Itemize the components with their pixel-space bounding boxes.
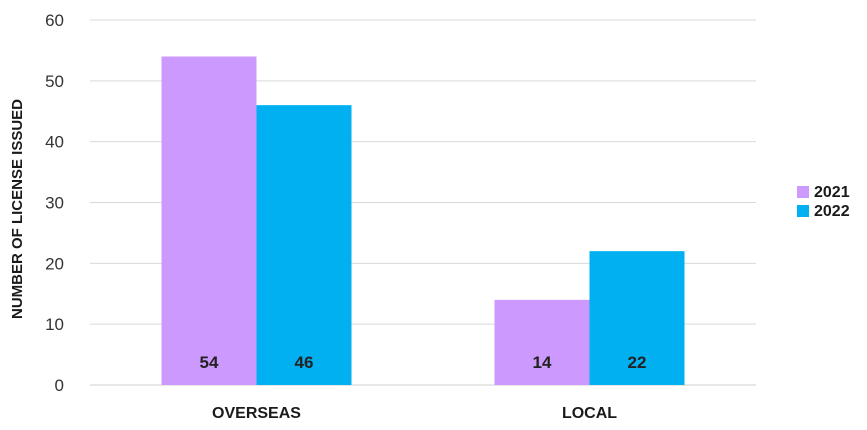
legend-label-2022: 2022 — [814, 203, 850, 220]
y-tick-label: 30 — [45, 194, 64, 213]
x-axis-categories: OVERSEAS LOCAL — [212, 405, 617, 422]
data-label-2022-local: 22 — [628, 353, 647, 372]
y-tick-label: 0 — [55, 376, 64, 395]
category-label-overseas: OVERSEAS — [212, 405, 301, 422]
data-labels: 54 46 14 22 — [200, 353, 647, 372]
y-axis-title: NUMBER OF LICENSE ISSUED — [9, 99, 26, 319]
y-axis-ticks: 0 10 20 30 40 50 60 — [45, 11, 64, 395]
y-tick-label: 40 — [45, 133, 64, 152]
y-tick-label: 60 — [45, 11, 64, 30]
y-tick-label: 50 — [45, 72, 64, 91]
bar-2021-local — [494, 299, 590, 385]
legend: 2021 2022 — [797, 184, 850, 220]
y-tick-label: 20 — [45, 254, 64, 273]
legend-label-2021: 2021 — [814, 184, 850, 201]
bars — [161, 56, 685, 386]
bar-2022-local — [589, 251, 685, 385]
bar-2022-overseas — [256, 105, 352, 386]
category-label-local: LOCAL — [562, 405, 617, 422]
y-tick-label: 10 — [45, 315, 64, 334]
legend-swatch-2021 — [797, 186, 809, 198]
legend-swatch-2022 — [797, 205, 809, 217]
data-label-2021-local: 14 — [533, 353, 552, 372]
data-label-2022-overseas: 46 — [295, 353, 314, 372]
bar-2021-overseas — [161, 56, 257, 385]
data-label-2021-overseas: 54 — [200, 353, 219, 372]
